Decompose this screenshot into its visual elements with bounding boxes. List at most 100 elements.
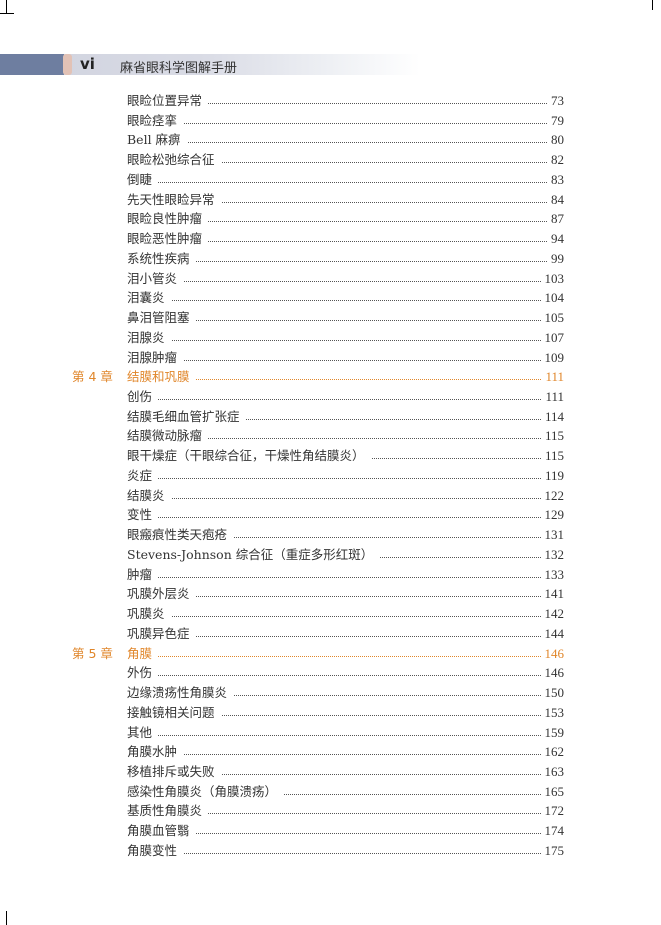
entry-title: 炎症: [127, 465, 159, 486]
crop-mark: [652, 0, 653, 10]
toc-entry: 感染性角膜炎（角膜溃疡） 165: [0, 781, 661, 802]
entry-page: 133: [541, 564, 564, 585]
entry-title: 结膜炎: [127, 485, 171, 506]
entry-title: 移植排斥或失败: [127, 761, 221, 782]
leader-dots: [127, 852, 563, 854]
entry-page: 87: [548, 209, 564, 230]
leader-dots: [127, 635, 563, 637]
entry-page: 105: [541, 308, 564, 328]
entry-title: 外伤: [127, 663, 159, 684]
header-tab: [63, 54, 72, 75]
leader-dots: [127, 320, 563, 322]
entry-page: 115: [541, 426, 564, 447]
entry-title: 泪囊炎: [127, 288, 171, 309]
toc-entry: 泪腺炎 107: [0, 327, 661, 348]
entry-title: 肿瘤: [127, 564, 159, 585]
toc-entry: 其他 159: [0, 722, 661, 743]
toc-entry: 泪腺肿瘤 109: [0, 347, 661, 368]
leader-dots: [127, 477, 563, 479]
entry-page: 114: [541, 406, 564, 427]
toc-entry: 角膜水肿 162: [0, 742, 661, 762]
toc-entry: 结膜炎 122: [0, 485, 661, 506]
toc-entry: 眼瘢痕性类天疱疮 131: [0, 525, 661, 545]
crop-mark: [6, 0, 7, 14]
toc-entry: Bell 麻痹 80: [0, 130, 661, 151]
entry-title: 角膜变性: [127, 840, 184, 861]
entry-title: 边缘溃疡性角膜炎: [127, 683, 234, 703]
entry-page: 84: [548, 189, 564, 210]
book-title: 麻省眼科学图解手册: [120, 61, 238, 76]
running-header: vi 麻省眼科学图解手册: [0, 54, 661, 76]
entry-page: 122: [541, 485, 564, 506]
entry-title: 泪腺肿瘤: [127, 347, 184, 368]
entry-title: 眼睑痉挛: [127, 110, 184, 131]
table-of-contents: 眼睑位置异常 73 眼睑痉挛 79 Bell 麻痹 80 眼睑松弛综合征 82 倒睫 83 先天性眼…: [0, 91, 661, 861]
entry-title: 鼻泪管阻塞: [127, 308, 196, 328]
toc-entry: 眼睑良性肿瘤 87: [0, 209, 661, 230]
toc-entry: 结膜微动脉瘤 115: [0, 426, 661, 447]
entry-title: 泪腺炎: [127, 327, 171, 348]
leader-dots: [127, 300, 563, 302]
leader-dots: [127, 142, 563, 144]
leader-dots: [127, 695, 563, 697]
toc-entry: 泪小管炎 103: [0, 268, 661, 289]
entry-title: 巩膜外层炎: [127, 584, 196, 605]
toc-entry: 眼睑恶性肿瘤 94: [0, 229, 661, 249]
entry-title: 基质性角膜炎: [127, 801, 209, 822]
leader-dots: [127, 616, 563, 618]
entry-title: 角膜水肿: [127, 742, 184, 762]
entry-page: 162: [541, 742, 564, 762]
toc-entry: 结膜毛细血管扩张症 114: [0, 406, 661, 427]
leader-dots: [127, 734, 563, 736]
toc-entry: 系统性疾病 99: [0, 248, 661, 269]
entry-title: 其他: [127, 722, 159, 743]
entry-page: 103: [541, 268, 564, 289]
entry-page: 129: [541, 505, 564, 526]
leader-dots: [127, 181, 563, 183]
entry-page: 163: [541, 761, 564, 782]
entry-title: 结膜微动脉瘤: [127, 426, 209, 447]
toc-entry: 先天性眼睑异常 84: [0, 189, 661, 210]
entry-title: 结膜和巩膜: [127, 367, 196, 388]
toc-entry: 炎症 119: [0, 465, 661, 486]
leader-dots: [127, 359, 563, 361]
toc-entry: 角膜血管翳 174: [0, 821, 661, 841]
entry-title: 变性: [127, 505, 159, 526]
entry-page: 159: [541, 722, 564, 743]
leader-dots: [127, 399, 563, 401]
toc-entry: 巩膜炎 142: [0, 604, 661, 624]
entry-title: 泪小管炎: [127, 268, 184, 289]
toc-entry: 倒睫 83: [0, 169, 661, 190]
leader-dots: [127, 537, 563, 539]
page-number: vi: [80, 55, 95, 73]
leader-dots: [127, 260, 563, 262]
toc-entry: 外伤 146: [0, 663, 661, 684]
entry-page: 109: [541, 347, 564, 368]
entry-title: 角膜血管翳: [127, 821, 196, 841]
entry-title: 眼干燥症（干眼综合征，干燥性角结膜炎）: [127, 446, 371, 466]
entry-page: 79: [548, 110, 564, 131]
entry-title: 接触镜相关问题: [127, 702, 221, 723]
entry-title: 巩膜异色症: [127, 623, 196, 644]
entry-title: 眼睑松弛综合征: [127, 150, 221, 170]
leader-dots: [127, 833, 563, 835]
toc-entry: 鼻泪管阻塞 105: [0, 308, 661, 328]
leader-dots: [127, 438, 563, 440]
toc-entry: 变性 129: [0, 505, 661, 526]
entry-page: 131: [541, 525, 564, 545]
toc-chapter-entry: 第 5 章角膜 146: [0, 643, 661, 664]
leader-dots: [127, 418, 563, 420]
entry-title: 眼瘢痕性类天疱疮: [127, 525, 234, 545]
leader-dots: [127, 497, 563, 499]
entry-page: 146: [541, 643, 564, 664]
toc-entry: 眼睑松弛综合征 82: [0, 150, 661, 170]
chapter-number: 第 4 章: [72, 369, 113, 385]
leader-dots: [127, 813, 563, 815]
entry-title: 巩膜炎: [127, 604, 171, 624]
entry-page: 165: [541, 781, 564, 802]
entry-page: 80: [548, 130, 564, 151]
leader-dots: [127, 754, 563, 756]
toc-entry: 泪囊炎 104: [0, 288, 661, 309]
entry-page: 142: [541, 604, 564, 624]
toc-entry: 基质性角膜炎 172: [0, 801, 661, 822]
